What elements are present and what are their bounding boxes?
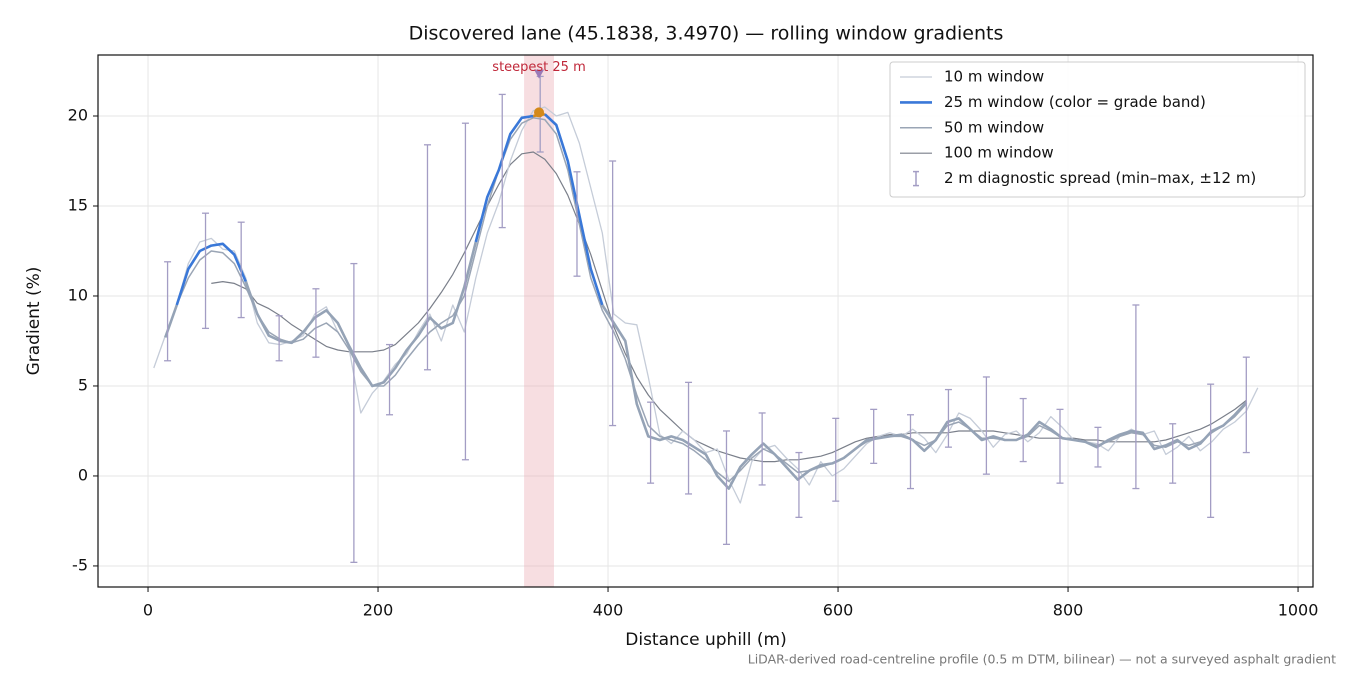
y-axis-label: Gradient (%)	[24, 267, 44, 376]
plot-frame	[97, 54, 1314, 588]
y-tick-label: -5	[72, 555, 88, 574]
x-axis-label: Distance uphill (m)	[625, 630, 786, 650]
peak-marker	[534, 107, 545, 118]
legend-label: 100 m window	[944, 144, 1054, 162]
series-line	[474, 114, 534, 243]
series-line	[244, 241, 478, 388]
x-tick-label: 800	[1053, 601, 1084, 620]
series-line	[211, 151, 1247, 463]
y-tick-label: 20	[68, 106, 88, 125]
series-line	[601, 304, 1248, 490]
y-tick-label: 10	[68, 285, 88, 304]
y-tick-label: 15	[68, 195, 88, 214]
annotation: steepest 25 m	[492, 60, 585, 75]
x-tick-label: 1000	[1278, 601, 1319, 620]
highlight-band	[524, 55, 554, 587]
x-tick-label: 0	[143, 601, 153, 620]
footnote: LiDAR-derived road-centreline profile (0…	[748, 652, 1336, 667]
x-tick-label: 600	[823, 601, 854, 620]
x-tick-label: 400	[593, 601, 624, 620]
series-line	[543, 113, 604, 306]
y-tick-label: 5	[78, 375, 88, 394]
steepest-marker	[534, 69, 545, 79]
legend-label: 50 m window	[944, 118, 1044, 136]
legend-box	[889, 61, 1306, 198]
legend-label: 25 m window (color = grade band)	[944, 93, 1206, 111]
series-line	[175, 242, 247, 306]
legend-label: 10 m window	[944, 68, 1044, 86]
y-tick-label: 0	[78, 465, 88, 484]
x-tick-label: 200	[363, 601, 394, 620]
legend-label: 2 m diagnostic spread (min–max, ±12 m)	[944, 169, 1256, 187]
chart-title: Discovered lane (45.1838, 3.4970) — roll…	[409, 23, 1004, 45]
